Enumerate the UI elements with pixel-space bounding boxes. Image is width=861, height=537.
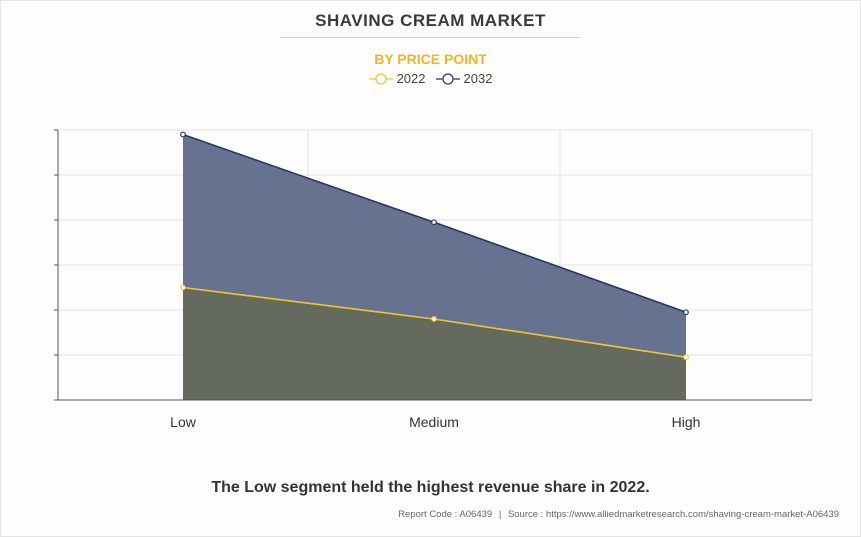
footer: Report Code : A06439 | Source : https://… xyxy=(398,509,839,520)
point-2032-low xyxy=(180,131,186,138)
source-link[interactable]: Source : https://www.alliedmarketresearc… xyxy=(507,509,839,520)
legend-item-2032[interactable]: 2032 xyxy=(435,71,493,86)
title-divider xyxy=(280,37,580,38)
x-tick-label-high: High xyxy=(672,414,701,430)
legend-label-2022: 2022 xyxy=(396,71,426,86)
point-2022-high xyxy=(683,354,689,361)
area-2022 xyxy=(183,287,686,400)
chart-subtitle: BY PRICE POINT xyxy=(374,51,487,67)
legend-item-2022[interactable]: 2022 xyxy=(368,71,426,86)
report-code: Report Code : A06439 xyxy=(398,509,493,520)
point-2022-low xyxy=(180,284,186,291)
x-tick-label-medium: Medium xyxy=(409,414,459,430)
point-2032-high xyxy=(683,309,689,316)
point-2032-medium xyxy=(431,219,437,226)
point-2022-medium xyxy=(431,316,437,322)
legend: 2022 2032 xyxy=(0,71,861,86)
chart-title: SHAVING CREAM MARKET xyxy=(315,11,546,30)
legend-marker-2022-icon xyxy=(368,72,393,85)
legend-label-2032: 2032 xyxy=(463,71,493,86)
x-tick-label-low: Low xyxy=(170,414,197,430)
legend-marker-2032-icon xyxy=(435,72,460,85)
footer-separator: | xyxy=(498,509,502,520)
chart-caption: The Low segment held the highest revenue… xyxy=(211,479,650,496)
